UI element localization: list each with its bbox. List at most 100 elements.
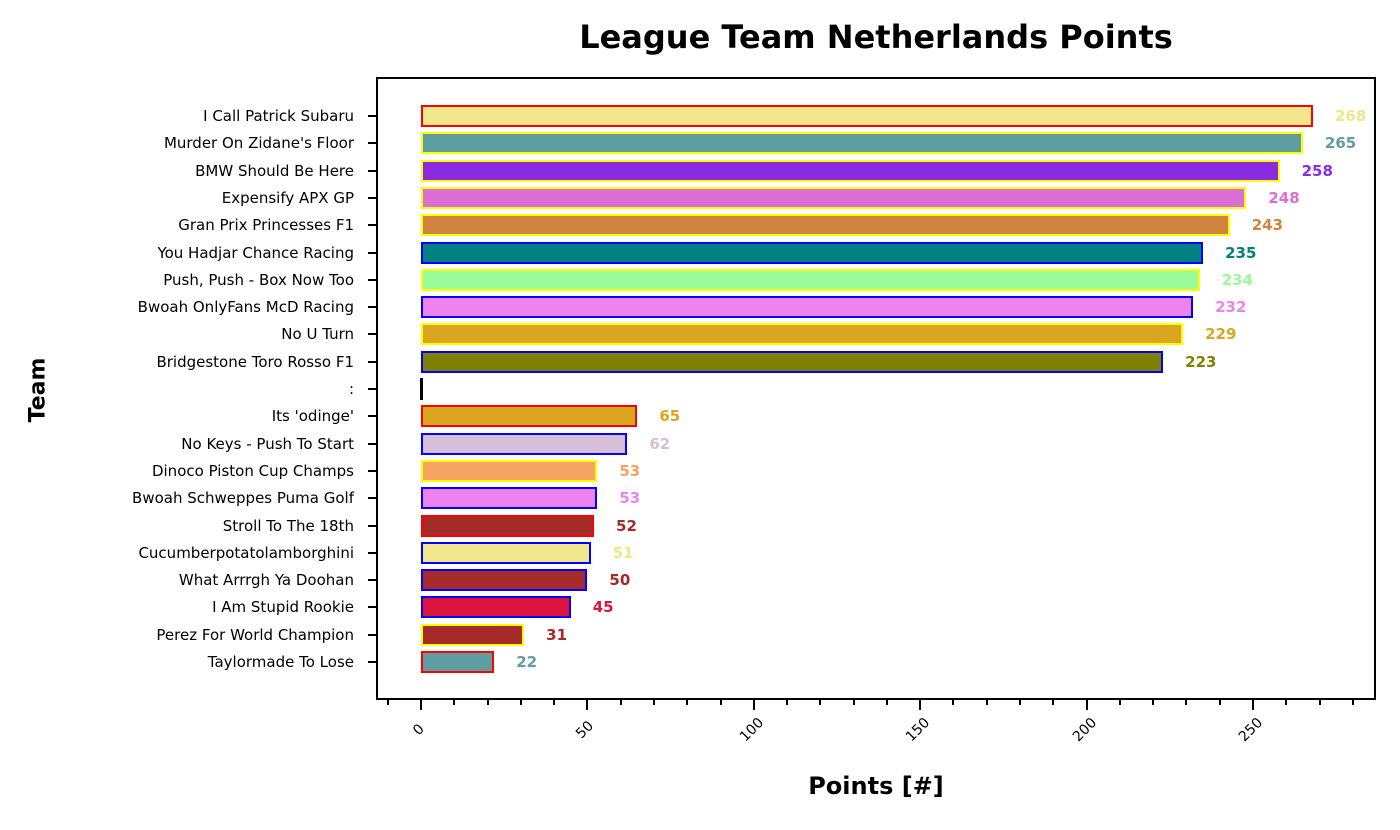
team-label: Cucumberpotatolamborghini <box>138 543 354 562</box>
team-label: I Am Stupid Rookie <box>212 598 354 617</box>
x-major-tick <box>752 700 755 710</box>
team-label: Gran Prix Princesses F1 <box>178 216 354 235</box>
value-label: 22 <box>516 653 538 671</box>
chart-title: League Team Netherlands Points <box>579 18 1173 56</box>
y-tick <box>368 415 376 418</box>
team-label: You Hadjar Chance Racing <box>157 243 354 262</box>
x-minor-tick <box>819 700 822 705</box>
value-label: 52 <box>616 516 637 535</box>
value-label: 248 <box>1268 188 1300 207</box>
team-label: Perez For World Champion <box>156 625 354 644</box>
y-tick <box>368 442 376 445</box>
value-label: 232 <box>1215 298 1247 317</box>
x-minor-tick <box>553 700 556 705</box>
x-minor-tick <box>386 700 389 705</box>
y-tick <box>368 524 376 527</box>
bar <box>421 241 1204 264</box>
x-tick-label: 200 <box>1069 714 1100 746</box>
x-tick-label: 150 <box>903 714 934 746</box>
x-minor-tick <box>1318 700 1321 705</box>
separator-marker <box>420 378 423 400</box>
bar <box>421 596 571 619</box>
team-label: Expensify APX GP <box>221 188 354 207</box>
team-label: : <box>348 380 354 398</box>
x-axis-label: Points [#] <box>808 772 944 800</box>
team-label: No Keys - Push To Start <box>181 434 354 453</box>
y-tick <box>368 251 376 254</box>
team-label: Stroll To The 18th <box>222 516 354 535</box>
value-label: 235 <box>1225 243 1257 262</box>
value-label: 258 <box>1301 161 1333 180</box>
x-minor-tick <box>519 700 522 705</box>
x-minor-tick <box>686 700 689 705</box>
bar <box>421 623 525 646</box>
x-minor-tick <box>1152 700 1155 705</box>
bar <box>421 296 1194 319</box>
y-tick <box>368 606 376 609</box>
team-label: What Arrrgh Ya Doohan <box>178 571 354 590</box>
team-label: BMW Should Be Here <box>195 161 354 180</box>
x-minor-tick <box>486 700 489 705</box>
y-tick <box>368 469 376 472</box>
bar <box>421 487 598 510</box>
team-label: Bwoah Schweppes Puma Golf <box>132 489 354 508</box>
bar <box>421 569 588 592</box>
bar <box>421 405 638 428</box>
value-label: 51 <box>612 543 634 562</box>
y-tick <box>368 169 376 172</box>
bar <box>421 651 495 673</box>
y-axis-label: Team <box>25 357 51 423</box>
value-label: 65 <box>659 407 681 426</box>
value-label: 223 <box>1185 352 1217 371</box>
y-tick <box>368 579 376 582</box>
bar <box>421 432 628 455</box>
x-minor-tick <box>652 700 655 705</box>
x-major-tick <box>1252 700 1254 710</box>
x-minor-tick <box>1185 700 1188 705</box>
bar <box>421 514 595 537</box>
y-tick <box>368 633 376 636</box>
y-tick <box>368 306 376 309</box>
x-minor-tick <box>1351 700 1354 705</box>
bar <box>421 214 1230 237</box>
y-tick <box>368 115 376 117</box>
y-tick <box>368 661 376 663</box>
team-label: Murder On Zidane's Floor <box>163 134 354 153</box>
x-minor-tick <box>786 700 789 705</box>
x-minor-tick <box>1019 700 1022 705</box>
y-tick <box>368 224 376 227</box>
x-major-tick <box>586 700 589 710</box>
team-label: Dinoco Piston Cup Champs <box>151 461 354 480</box>
bar <box>421 186 1247 209</box>
y-tick <box>368 497 376 500</box>
x-tick-label: 250 <box>1235 714 1267 746</box>
y-tick <box>368 388 376 390</box>
bar <box>421 459 598 482</box>
x-minor-tick <box>985 700 988 705</box>
value-label: 265 <box>1324 134 1357 153</box>
value-label: 62 <box>649 434 671 453</box>
value-label: 229 <box>1205 325 1237 344</box>
team-label: Push, Push - Box Now Too <box>163 270 354 289</box>
bar <box>421 541 591 564</box>
bar <box>421 350 1164 373</box>
value-label: 53 <box>619 461 641 480</box>
x-major-tick <box>919 700 922 710</box>
team-label: Its 'odinge' <box>271 407 354 426</box>
x-minor-tick <box>453 700 456 705</box>
x-tick-label: 50 <box>573 718 598 742</box>
bar <box>421 105 1313 127</box>
team-label: No U Turn <box>281 325 354 344</box>
value-label: 268 <box>1334 107 1367 125</box>
team-label: Bridgestone Toro Rosso F1 <box>156 352 354 371</box>
y-tick <box>368 196 376 199</box>
x-tick-label: 100 <box>736 714 767 746</box>
plot-area <box>376 77 1376 700</box>
x-minor-tick <box>1118 700 1121 705</box>
x-minor-tick <box>1052 700 1055 705</box>
value-label: 45 <box>592 598 614 617</box>
y-tick <box>368 142 376 145</box>
x-minor-tick <box>719 700 722 705</box>
x-major-tick <box>420 700 422 710</box>
value-label: 243 <box>1251 216 1284 235</box>
